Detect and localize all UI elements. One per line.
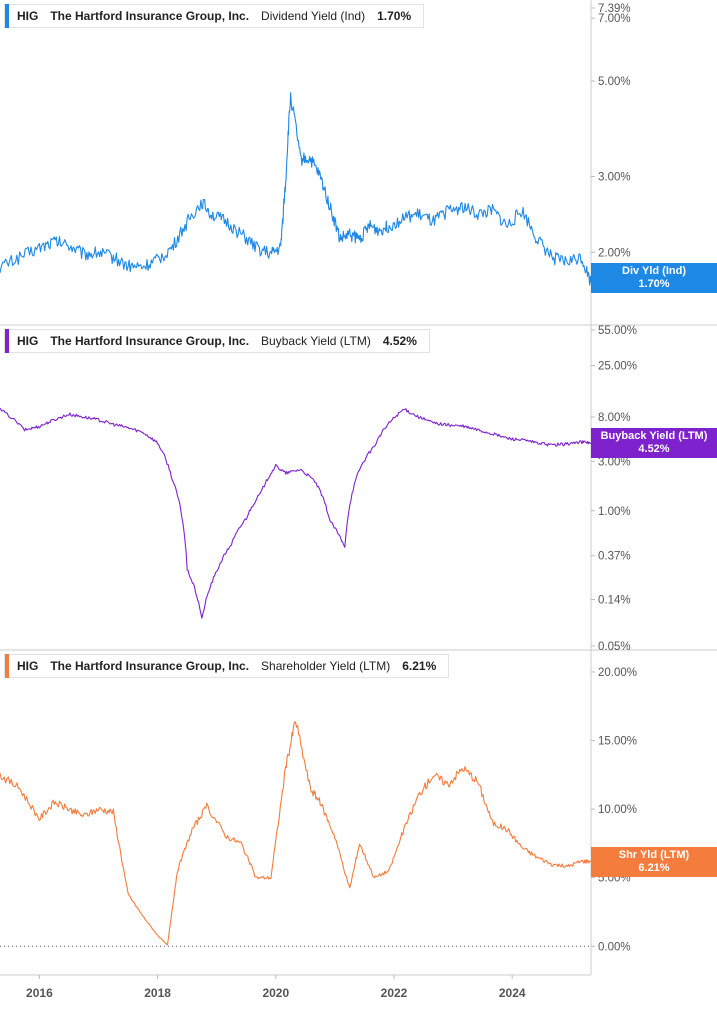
legend-company: The Hartford Insurance Group, Inc. [50,659,250,673]
y-tick-label: 10.00% [598,804,637,816]
legend-value: 1.70% [377,9,412,23]
y-tick-label: 1.00% [598,506,631,518]
legend-buyback-yield: HIG The Hartford Insurance Group, Inc. B… [4,329,430,353]
x-tick-label: 2016 [26,986,53,1000]
y-tick-label: 2.00% [598,247,631,259]
y-tick-label: 0.00% [598,941,631,953]
legend-company: The Hartford Insurance Group, Inc. [50,334,250,348]
badge-shareholder-yield: Shr Yld (LTM) 6.21% [591,847,717,877]
legend-div-yield: HIG The Hartford Insurance Group, Inc. D… [4,4,425,28]
y-tick-label: 55.00% [598,325,637,337]
y-tick-label: 15.00% [598,736,637,748]
series-line-buyback [0,407,592,619]
legend-shareholder-yield: HIG The Hartford Insurance Group, Inc. S… [4,654,450,678]
series-swatch [5,654,9,678]
y-tick-label: 7.00% [598,13,631,25]
badge-buyback-yield: Buyback Yield (LTM) 4.52% [591,428,717,458]
badge-label: Buyback Yield (LTM) [600,430,708,442]
series-swatch [5,4,9,28]
y-tick-label: 0.05% [598,641,631,653]
y-tick-label: 20.00% [598,667,637,679]
legend-metric: Shareholder Yield (LTM) [261,659,391,673]
y-tick-label: 0.37% [598,551,631,563]
legend-ticker: HIG [17,9,39,23]
y-tick-label: 3.00% [598,172,631,184]
y-tick-label: 3.00% [598,456,631,468]
badge-div-yield: Div Yld (Ind) 1.70% [591,263,717,293]
x-tick-label: 2024 [499,986,526,1000]
legend-metric: Dividend Yield (Ind) [261,9,366,23]
legend-ticker: HIG [17,334,39,348]
series-line-shr [0,721,592,946]
badge-label: Div Yld (Ind) [622,265,686,277]
series-line-div [0,92,592,286]
badge-label: Shr Yld (LTM) [618,849,690,861]
y-tick-label: 8.00% [598,412,631,424]
y-tick-label: 7.39% [598,3,631,15]
x-tick-label: 2020 [262,986,289,1000]
x-tick-label: 2018 [144,986,171,1000]
badge-value: 1.70% [638,278,670,290]
badge-value: 6.21% [638,862,670,874]
y-tick-label: 0.14% [598,595,631,607]
badge-value: 4.52% [638,443,670,455]
legend-value: 4.52% [382,334,417,348]
legend-metric: Buyback Yield (LTM) [261,334,371,348]
y-tick-label: 25.00% [598,361,637,373]
series-swatch [5,329,9,353]
legend-value: 6.21% [402,659,437,673]
legend-ticker: HIG [17,659,39,673]
x-tick-label: 2022 [381,986,408,1000]
legend-company: The Hartford Insurance Group, Inc. [50,9,250,23]
y-tick-label: 5.00% [598,76,631,88]
